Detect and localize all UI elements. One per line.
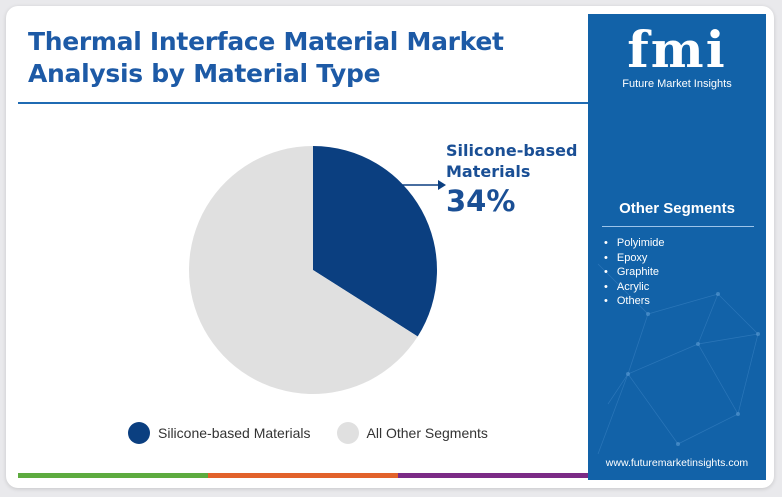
callout-label: Silicone-based Materials 34% (446, 140, 586, 218)
legend-swatch (336, 422, 359, 444)
pie-chart-svg (188, 146, 446, 394)
legend-item-silicone: Silicone-based Materials (128, 422, 311, 444)
other-segments-list: Polyimide Epoxy Graphite Acrylic Others (604, 236, 665, 309)
legend-label: All Other Segments (366, 425, 488, 441)
pie-chart: Silicone-based Materials 34% Silicone-ba… (18, 110, 588, 472)
pie-slice-silicone-based-materials (313, 146, 437, 337)
legend-swatch (128, 422, 150, 444)
legend-item-other: All Other Segments (336, 422, 488, 444)
accent-color-bar (18, 473, 588, 478)
callout-label-name: Silicone-based Materials (446, 141, 578, 181)
fmi-logo: fmi Future Market Insights (588, 20, 766, 91)
accent-bar-orange (208, 473, 398, 478)
logo-company-name: Future Market Insights (622, 78, 732, 90)
pie-slice-all-other-segments (188, 146, 418, 394)
list-item: Others (604, 294, 665, 309)
page-title: Thermal Interface Material Market Analys… (28, 27, 504, 88)
callout-arrow-head (438, 180, 446, 190)
callout-label-value: 34% (446, 184, 516, 218)
report-card: Thermal Interface Material Market Analys… (6, 6, 774, 488)
list-item: Acrylic (604, 280, 665, 295)
legend-label: Silicone-based Materials (158, 425, 311, 441)
logo-mark: fmi (627, 20, 727, 79)
accent-bar-purple (398, 473, 588, 478)
title-divider (18, 102, 588, 104)
other-segments-title: Other Segments (619, 200, 735, 217)
list-item: Graphite (604, 265, 665, 280)
chart-legend: Silicone-based Materials All Other Segme… (128, 422, 514, 444)
website-link[interactable]: www.futuremarketinsights.com (605, 457, 749, 469)
brand-sidebar: fmi Future Market Insights Other Segment… (588, 14, 766, 480)
list-item: Polyimide (604, 236, 665, 251)
list-item: Epoxy (604, 251, 665, 266)
segments-divider (602, 226, 754, 227)
accent-bar-green (18, 473, 208, 478)
